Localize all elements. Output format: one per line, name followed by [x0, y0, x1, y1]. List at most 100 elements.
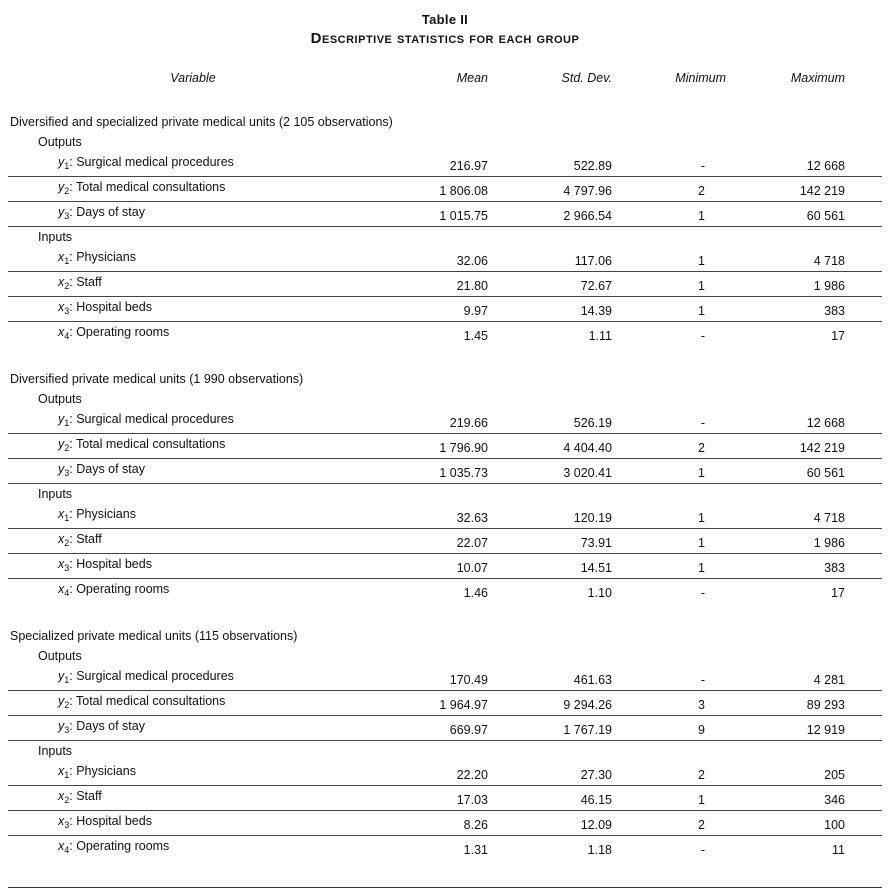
std-dev-cell: 1 767.19 — [563, 723, 612, 737]
minimum-cell: 1 — [698, 511, 705, 525]
minimum-cell: - — [700, 416, 705, 430]
title-block: Table II Descriptive statistics for each… — [8, 12, 882, 47]
table-row: y3: Days of stay 1 015.75 2 966.54 1 60 561 — [8, 202, 882, 227]
group-heading-row: Diversified private medical units (1 990… — [8, 366, 882, 389]
variable-cell: x1: Physicians — [58, 764, 136, 780]
table-row: x4: Operating rooms 1.46 1.10 - 17 — [8, 579, 882, 604]
table-row: y2: Total medical consultations 1 964.97 9… — [8, 691, 882, 716]
mean-cell: 22.20 — [456, 768, 488, 782]
section-label-row: Inputs — [8, 227, 882, 248]
mean-cell: 10.07 — [456, 561, 488, 575]
maximum-cell: 17 — [831, 586, 845, 600]
variable-cell: x1: Physicians — [58, 250, 136, 266]
mean-cell: 1 035.73 — [439, 466, 488, 480]
std-dev-cell: 120.19 — [573, 511, 612, 525]
variable-cell: x3: Hospital beds — [58, 814, 152, 830]
minimum-cell: 1 — [698, 254, 705, 268]
mean-cell: 22.07 — [456, 536, 488, 550]
std-dev-cell: 522.89 — [573, 159, 612, 173]
mean-cell: 17.03 — [456, 793, 488, 807]
maximum-cell: 4 718 — [813, 254, 845, 268]
minimum-cell: - — [700, 329, 705, 343]
maximum-cell: 100 — [824, 818, 845, 832]
std-dev-cell: 1.10 — [587, 586, 612, 600]
column-header-maximum: Maximum — [790, 71, 845, 85]
variable-symbol: x3 — [58, 557, 70, 573]
mean-cell: 1 964.97 — [439, 698, 488, 712]
variable-symbol: y3 — [58, 719, 70, 735]
minimum-cell: 1 — [698, 209, 705, 223]
mean-cell: 1 806.08 — [439, 184, 488, 198]
minimum-cell: - — [700, 159, 705, 173]
maximum-cell: 89 293 — [806, 698, 845, 712]
variable-cell: x4: Operating rooms — [58, 582, 170, 598]
maximum-cell: 142 219 — [799, 184, 845, 198]
table-row: x2: Staff 22.07 73.91 1 1 986 — [8, 529, 882, 554]
maximum-cell: 4 718 — [813, 511, 845, 525]
table-row: x3: Hospital beds 10.07 14.51 1 383 — [8, 554, 882, 579]
variable-symbol: x4 — [58, 325, 70, 341]
table-header: Variable Mean Std. Dev. Minimum Maximum — [8, 71, 882, 109]
table-row: y1: Surgical medical procedures 170.49 461… — [8, 666, 882, 691]
maximum-cell: 205 — [824, 768, 845, 782]
minimum-cell: 3 — [698, 698, 705, 712]
maximum-cell: 383 — [824, 304, 845, 318]
group-heading: Diversified private medical units (1 990… — [10, 372, 304, 386]
table-row: y1: Surgical medical procedures 216.97 522… — [8, 152, 882, 177]
std-dev-cell: 14.39 — [580, 304, 612, 318]
mean-cell: 216.97 — [449, 159, 488, 173]
variable-symbol: x1 — [58, 764, 70, 780]
table-row: y2: Total medical consultations 1 806.08 4… — [8, 177, 882, 202]
variable-symbol: y2 — [58, 694, 70, 710]
maximum-cell: 12 668 — [806, 416, 845, 430]
column-header-std-dev: Std. Dev. — [561, 71, 612, 85]
std-dev-cell: 73.91 — [580, 536, 612, 550]
variable-symbol: x2 — [58, 532, 70, 548]
minimum-cell: 9 — [698, 723, 705, 737]
variable-symbol: x4 — [58, 839, 70, 855]
variable-symbol: y1 — [58, 669, 70, 685]
section-label: Outputs — [38, 649, 82, 663]
std-dev-cell: 1.18 — [587, 843, 612, 857]
column-header-variable: Variable — [170, 71, 216, 85]
table-row: y3: Days of stay 1 035.73 3 020.41 1 60 561 — [8, 459, 882, 484]
maximum-cell: 1 986 — [813, 536, 845, 550]
std-dev-cell: 461.63 — [573, 673, 612, 687]
variable-symbol: y3 — [58, 462, 70, 478]
mean-cell: 1.31 — [463, 843, 488, 857]
minimum-cell: 1 — [698, 466, 705, 480]
section-label-row: Outputs — [8, 132, 882, 152]
table-row: x1: Physicians 32.63 120.19 1 4 718 — [8, 504, 882, 529]
variable-symbol: y1 — [58, 412, 70, 428]
variable-symbol: y2 — [58, 180, 70, 196]
section-label: Inputs — [38, 487, 73, 501]
maximum-cell: 383 — [824, 561, 845, 575]
minimum-cell: 2 — [698, 768, 705, 782]
variable-symbol: y1 — [58, 155, 70, 171]
minimum-cell: 1 — [698, 279, 705, 293]
mean-cell: 9.97 — [463, 304, 488, 318]
group-spacer-cell — [8, 346, 882, 366]
variable-cell: x2: Staff — [58, 789, 102, 805]
maximum-cell: 60 561 — [806, 466, 845, 480]
mean-cell: 219.66 — [449, 416, 488, 430]
variable-symbol: x3 — [58, 814, 70, 830]
std-dev-cell: 27.30 — [580, 768, 612, 782]
variable-cell: y3: Days of stay — [58, 205, 145, 221]
mean-cell: 8.26 — [463, 818, 488, 832]
descriptive-statistics-table: Variable Mean Std. Dev. Minimum Maximum … — [8, 71, 882, 860]
variable-cell: y2: Total medical consultations — [58, 437, 226, 453]
group-spacer — [8, 603, 882, 623]
variable-symbol: x4 — [58, 582, 70, 598]
minimum-cell: 2 — [698, 818, 705, 832]
variable-cell: x2: Staff — [58, 275, 102, 291]
maximum-cell: 1 986 — [813, 279, 845, 293]
variable-symbol: x2 — [58, 275, 70, 291]
maximum-cell: 11 — [832, 843, 845, 857]
minimum-cell: 1 — [698, 304, 705, 318]
mean-cell: 669.97 — [449, 723, 488, 737]
maximum-cell: 4 281 — [813, 673, 845, 687]
std-dev-cell: 72.67 — [580, 279, 612, 293]
variable-cell: y2: Total medical consultations — [58, 694, 226, 710]
